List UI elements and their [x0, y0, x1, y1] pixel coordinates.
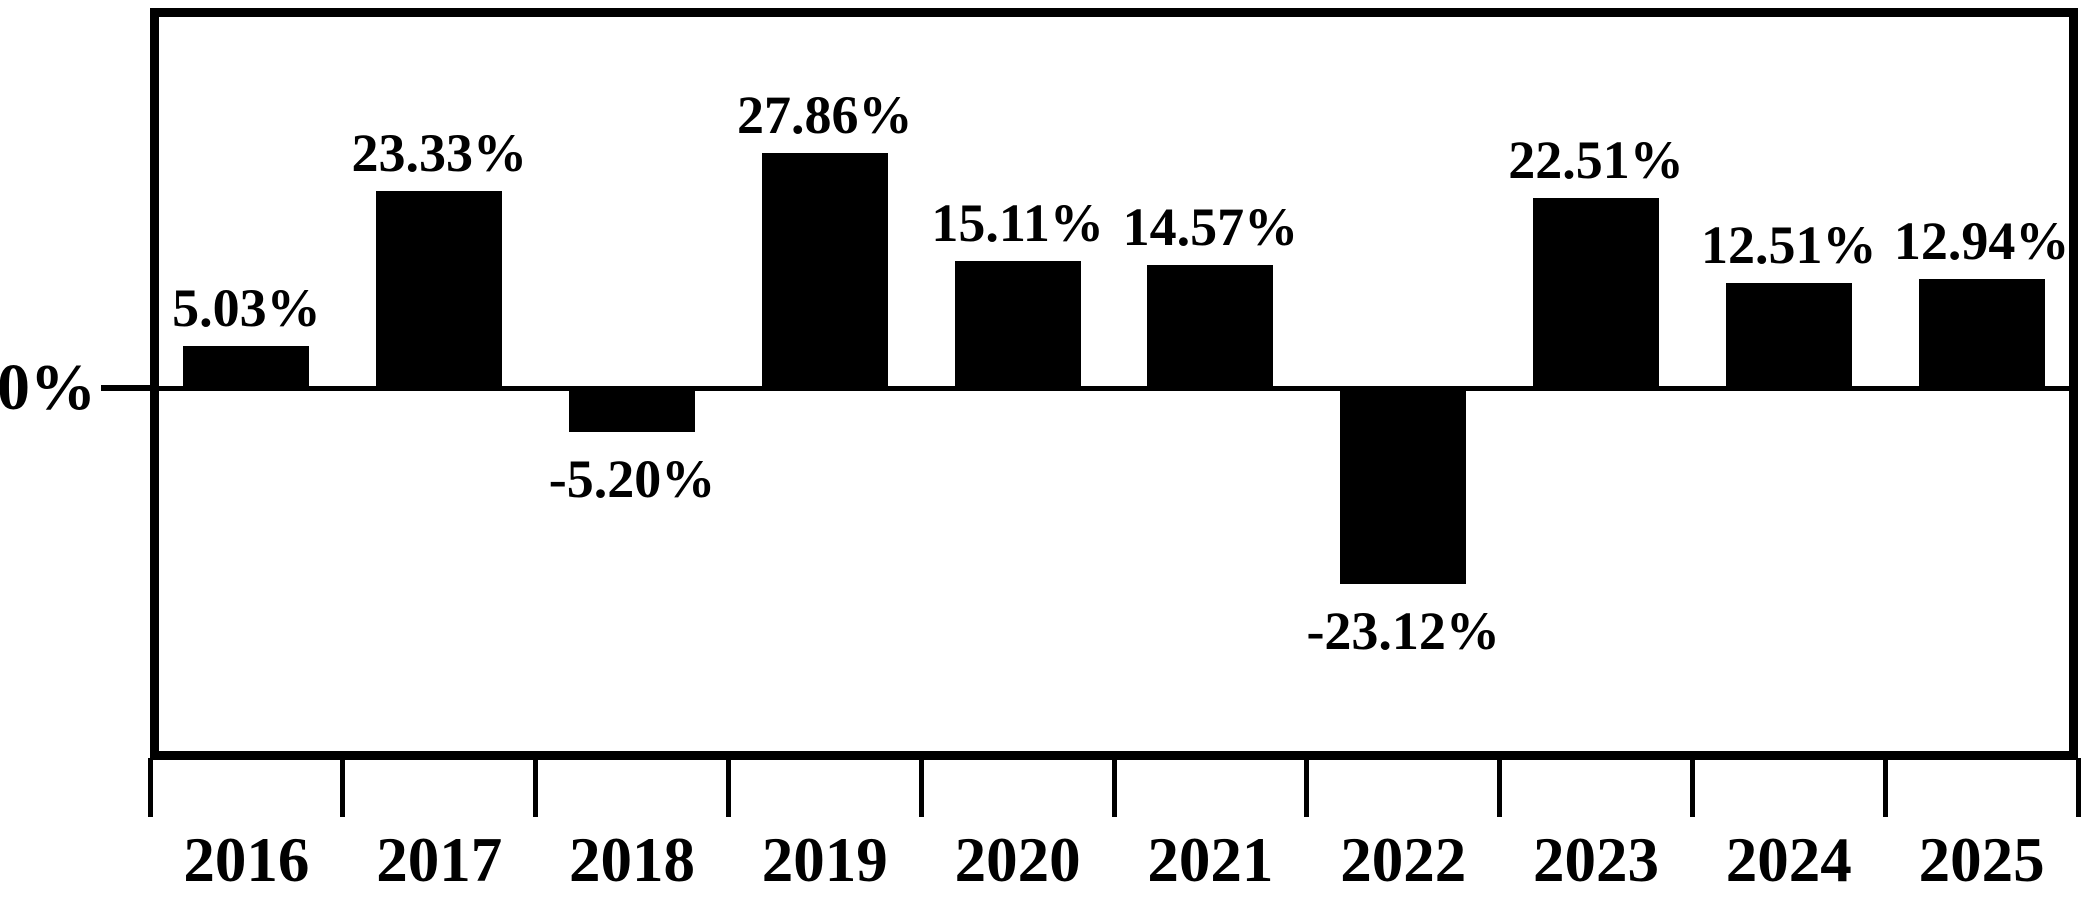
value-label-2020: 15.11% [931, 192, 1104, 253]
x-axis-tick-9 [1882, 758, 1888, 817]
y-axis-zero-label: 0% [0, 351, 96, 425]
plot-area [150, 8, 2078, 760]
x-axis-label-2018: 2018 [568, 824, 695, 895]
bar-2024 [1725, 282, 1852, 391]
x-axis-label-2020: 2020 [954, 824, 1081, 895]
y-axis-zero-tick [101, 385, 154, 392]
x-axis-label-2023: 2023 [1532, 824, 1659, 895]
x-axis-tick-7 [1497, 758, 1503, 817]
x-axis-tick-5 [1111, 758, 1117, 817]
bar-2021 [1147, 265, 1274, 391]
x-axis-tick-1 [340, 758, 346, 817]
value-label-2023: 22.51% [1508, 130, 1684, 191]
bar-2018 [569, 386, 695, 433]
bar-2022 [1340, 386, 1467, 584]
x-axis-tick-8 [1689, 758, 1695, 817]
x-axis-label-2025: 2025 [1918, 824, 2045, 895]
x-axis-tick-6 [1304, 758, 1310, 817]
value-label-2021: 14.57% [1122, 197, 1299, 258]
x-axis-label-2022: 2022 [1340, 824, 1467, 895]
x-axis-label-2019: 2019 [761, 824, 888, 895]
x-axis-label-2017: 2017 [376, 824, 503, 895]
bar-2020 [954, 260, 1081, 391]
x-axis-label-2016: 2016 [183, 824, 310, 895]
x-axis-label-2024: 2024 [1725, 824, 1852, 895]
bar-2025 [1918, 278, 2045, 391]
x-axis-tick-3 [725, 758, 731, 817]
x-axis-tick-0 [147, 758, 153, 817]
x-axis-tick-10 [2075, 758, 2081, 817]
bar-2023 [1533, 198, 1659, 391]
value-label-2017: 23.33% [351, 123, 527, 184]
x-axis-tick-4 [918, 758, 924, 817]
value-label-2024: 12.51% [1701, 214, 1877, 275]
x-axis-label-2021: 2021 [1147, 824, 1274, 895]
bar-2016 [183, 345, 310, 391]
value-label-2018: -5.20% [548, 449, 716, 510]
value-label-2019: 27.86% [737, 84, 913, 145]
value-label-2016: 5.03% [172, 277, 321, 338]
x-axis-tick-2 [533, 758, 539, 817]
value-label-2022: -23.12% [1306, 600, 1500, 661]
value-label-2025: 12.94% [1893, 210, 2070, 271]
bar-2019 [761, 152, 888, 391]
zero-line [150, 385, 2078, 391]
bar-2017 [376, 191, 503, 391]
